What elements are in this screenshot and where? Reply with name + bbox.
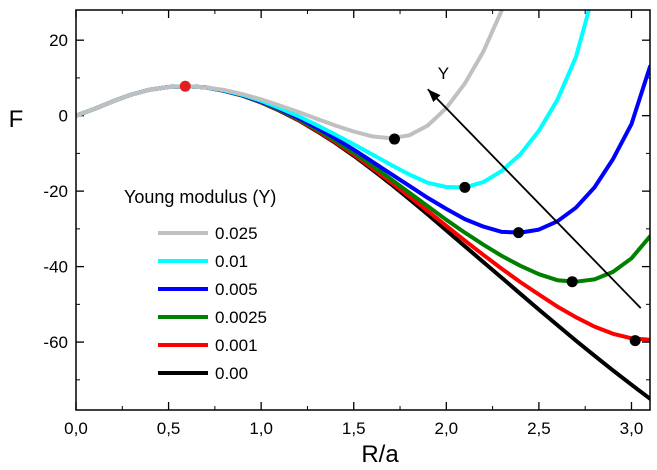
marker-layer (179, 80, 641, 347)
x-tick-label: 0,5 (157, 419, 181, 438)
series-line-0.01 (76, 10, 591, 190)
plot-frame (75, 9, 651, 411)
x-tick-label: 1,0 (249, 419, 273, 438)
legend-label: 0.0025 (215, 308, 267, 327)
legend-label: 0.01 (215, 252, 248, 271)
y-tick-label: -20 (43, 182, 68, 201)
x-tick-label: 1,5 (342, 419, 366, 438)
minimum-marker (388, 133, 400, 145)
y-axis-title: F (9, 106, 24, 133)
y-tick-label: -40 (43, 258, 68, 277)
x-axis-title: R/a (361, 441, 399, 468)
y-tick-label: -60 (43, 333, 68, 352)
annotation-arrow-shaft (427, 88, 642, 309)
legend: Young modulus (Y) 0.025 0.01 0.005 0.0025 0.0… (124, 187, 276, 383)
y-tick-label: 20 (49, 31, 68, 50)
minimum-marker (629, 335, 641, 347)
legend-label: 0.001 (215, 336, 258, 355)
y-tick-label: 0 (59, 107, 68, 126)
x-tick-label: 0,0 (64, 419, 88, 438)
x-tick-label: 2,0 (435, 419, 459, 438)
legend-label: 0.025 (215, 224, 258, 243)
minimum-marker (459, 181, 471, 193)
annotation-label: Y (438, 64, 449, 83)
x-tick-label: 3,0 (620, 419, 644, 438)
annotation: Y (427, 64, 642, 309)
series-layer (76, 10, 650, 401)
series-line-0.0025 (76, 84, 650, 284)
tick-labels: 0,0 0,5 1,0 1,5 2,0 2,5 3,0 20 0 -20 -40 -60 (43, 31, 643, 438)
minimum-marker (566, 276, 578, 288)
legend-label: 0.005 (215, 280, 258, 299)
maximum-marker (179, 80, 191, 92)
x-tick-label: 2,5 (527, 419, 551, 438)
legend-label: 0.00 (215, 364, 248, 383)
annotation-arrow-head (427, 89, 441, 103)
minimum-marker (513, 227, 525, 239)
series-line-0.001 (76, 84, 650, 342)
axis-ticks (75, 10, 650, 410)
legend-title: Young modulus (Y) (124, 187, 276, 207)
